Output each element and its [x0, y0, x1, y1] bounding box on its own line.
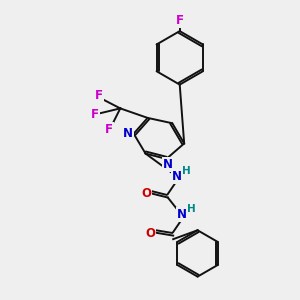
Text: N: N	[172, 170, 182, 183]
Text: H: H	[187, 204, 196, 214]
Text: N: N	[177, 208, 187, 221]
Text: F: F	[95, 89, 103, 102]
Text: O: O	[146, 227, 156, 240]
Text: H: H	[182, 167, 190, 176]
Text: F: F	[176, 14, 184, 27]
Text: N: N	[163, 158, 172, 171]
Text: F: F	[105, 123, 113, 136]
Text: F: F	[91, 108, 99, 122]
Text: N: N	[123, 127, 133, 140]
Text: O: O	[141, 188, 152, 200]
